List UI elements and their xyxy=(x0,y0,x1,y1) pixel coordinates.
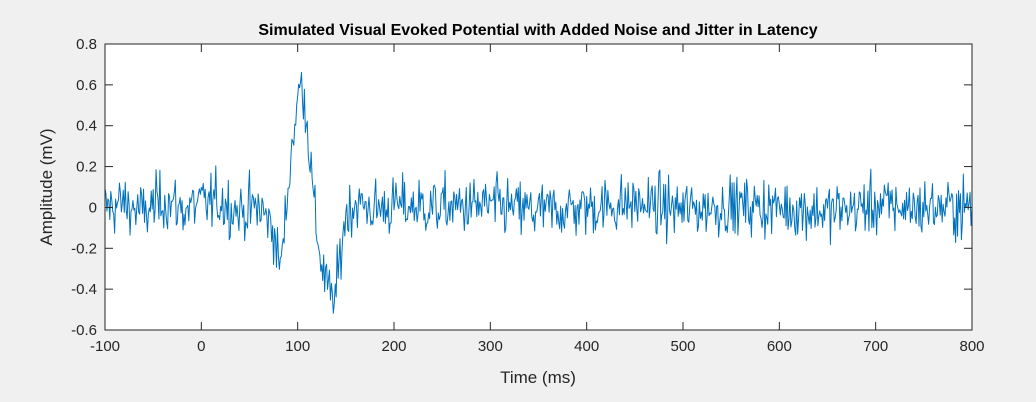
plot-area xyxy=(105,44,972,330)
x-tick-label: 400 xyxy=(574,338,599,355)
x-tick-label: 0 xyxy=(197,338,205,355)
chart-title: Simulated Visual Evoked Potential with A… xyxy=(258,22,817,39)
x-tick-label: 600 xyxy=(767,338,792,355)
x-tick-label: 500 xyxy=(670,338,695,355)
x-tick-label: -100 xyxy=(90,338,120,355)
x-tick-label: 800 xyxy=(959,338,984,355)
x-axis: -100 0 100 200 300 400 500 600 700 800 xyxy=(90,44,985,355)
y-tick-label: -0.6 xyxy=(71,322,97,339)
y-tick-label: -0.4 xyxy=(71,281,97,298)
y-axis: -0.6 -0.4 -0.2 0 0.2 0.4 0.6 0.8 xyxy=(71,36,972,339)
signal-layer xyxy=(104,71,973,314)
x-tick-label: 300 xyxy=(478,338,503,355)
y-tick-label: -0.2 xyxy=(71,240,97,257)
y-tick-label: 0.4 xyxy=(76,118,97,135)
x-axis-label: Time (ms) xyxy=(500,368,576,387)
x-tick-label: 100 xyxy=(285,338,310,355)
y-tick-label: 0.6 xyxy=(76,77,97,94)
y-tick-label: 0.2 xyxy=(76,159,97,176)
y-axis-label: Amplitude (mV) xyxy=(37,128,56,245)
x-tick-label: 200 xyxy=(381,338,406,355)
signal-series-line xyxy=(104,71,973,314)
x-tick-label: 700 xyxy=(863,338,888,355)
axes-box xyxy=(104,43,973,331)
y-tick-label: 0 xyxy=(89,199,97,216)
y-tick-label: 0.8 xyxy=(76,36,97,53)
